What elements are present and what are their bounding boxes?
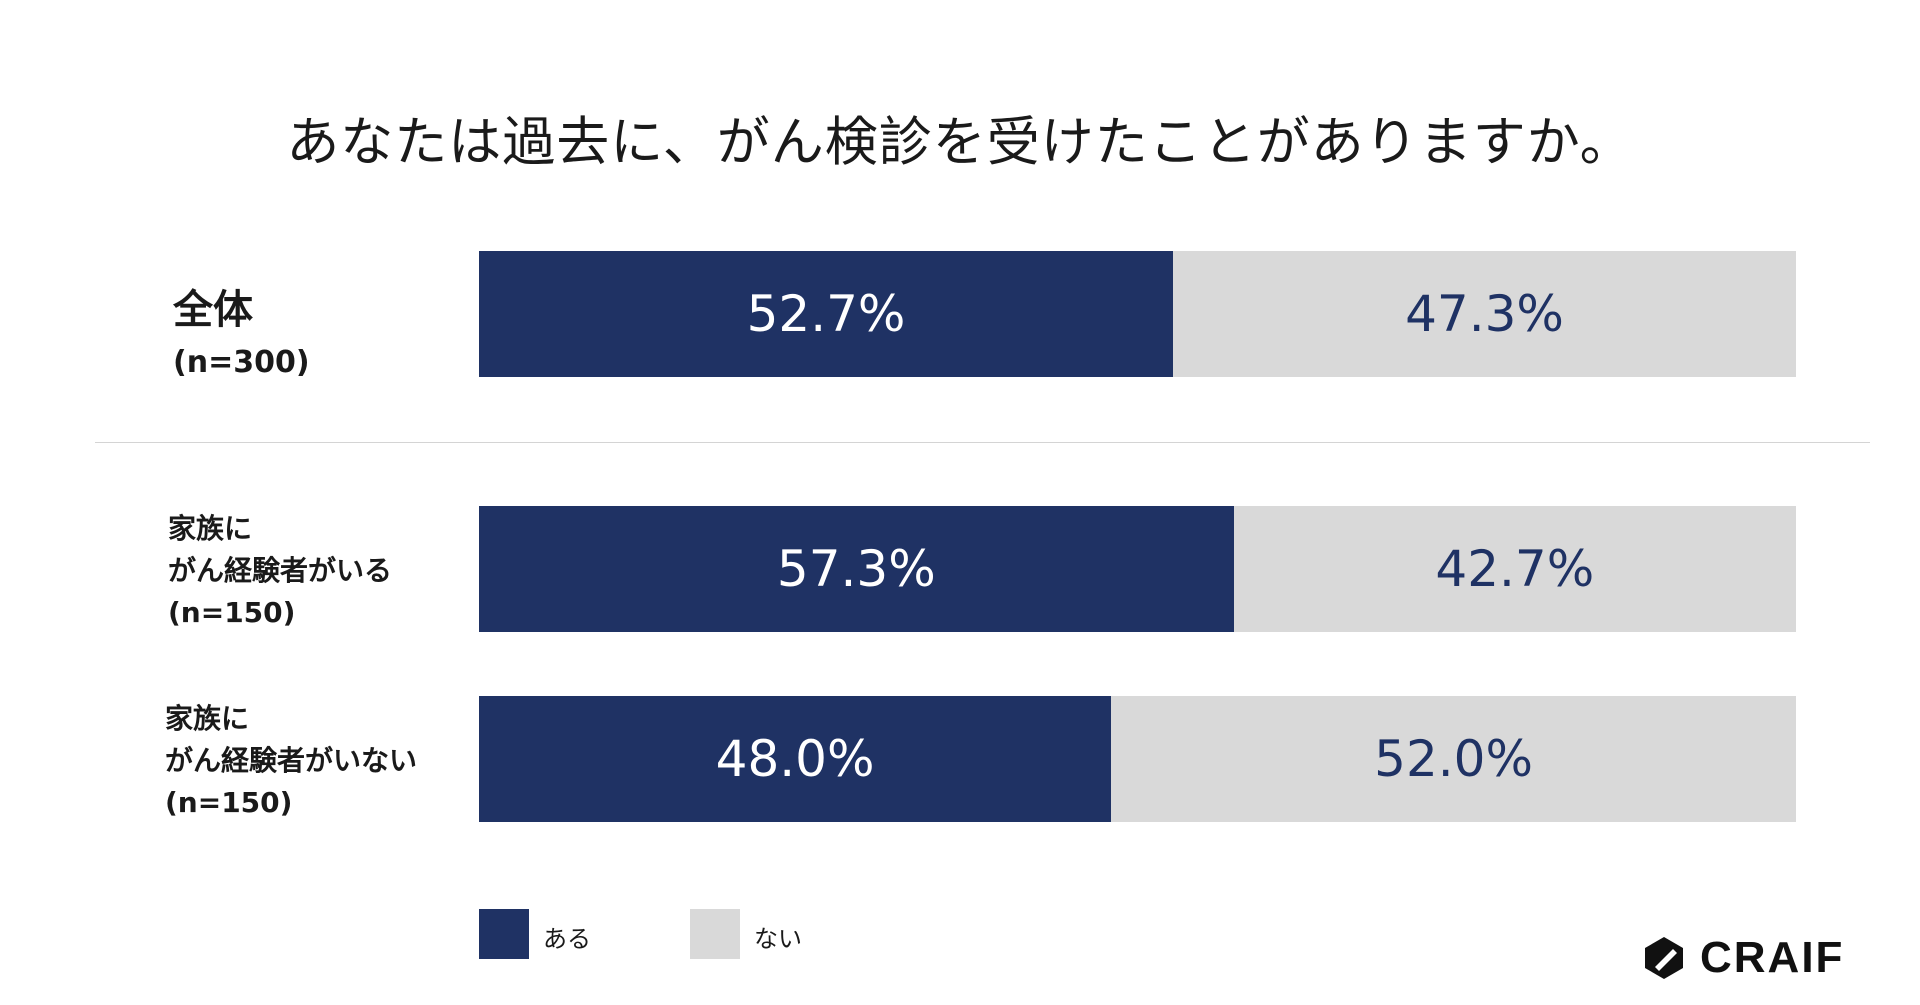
- data-label: 52.7%: [746, 285, 906, 343]
- legend-label-nai: ない: [754, 925, 802, 953]
- data-label: 47.3%: [1405, 285, 1564, 343]
- legend-swatch-nai: [690, 909, 740, 959]
- row-label-line: (n=150): [165, 786, 293, 819]
- craif-logo-icon: [1645, 937, 1683, 979]
- data-label: 52.0%: [1374, 730, 1533, 788]
- row-label: 家族にがん経験者がいる (n=150): [168, 508, 392, 634]
- bar-segment-aru: 52.7%: [479, 251, 1174, 377]
- bar-segment-aru: 48.0%: [479, 696, 1112, 822]
- data-label: 48.0%: [715, 730, 875, 788]
- chart-title: あなたは過去に、がん検診を受けたことがありますか。: [286, 112, 1634, 173]
- row-label-line: (n=150): [168, 596, 296, 629]
- data-label: 57.3%: [776, 540, 936, 598]
- data-label: 42.7%: [1435, 540, 1595, 598]
- legend-label-aru: ある: [543, 925, 591, 953]
- legend-swatch-aru: [479, 909, 529, 959]
- brand-name: CRAIF: [1700, 933, 1845, 982]
- row-label: 全体 (n=300): [173, 280, 310, 385]
- row-label: 家族にがん経験者がいない (n=150): [165, 698, 417, 824]
- bar-segment-aru: 57.3%: [479, 506, 1234, 632]
- bar-segment-nai: 52.0%: [1111, 696, 1796, 822]
- row-label-line: 家族に: [168, 512, 253, 545]
- row-label-line: 全体: [173, 287, 253, 333]
- bar-segment-nai: 42.7%: [1233, 506, 1796, 632]
- group-divider: [95, 442, 1870, 443]
- row-label-line: がん経験者がいる: [168, 554, 393, 587]
- brand-logo: CRAIF: [1642, 935, 1892, 981]
- bar-segment-nai: 47.3%: [1173, 251, 1796, 377]
- row-label-line: 家族に: [165, 702, 250, 735]
- row-label-line: (n=300): [173, 345, 310, 380]
- row-label-line: がん経験者がいない: [165, 744, 418, 777]
